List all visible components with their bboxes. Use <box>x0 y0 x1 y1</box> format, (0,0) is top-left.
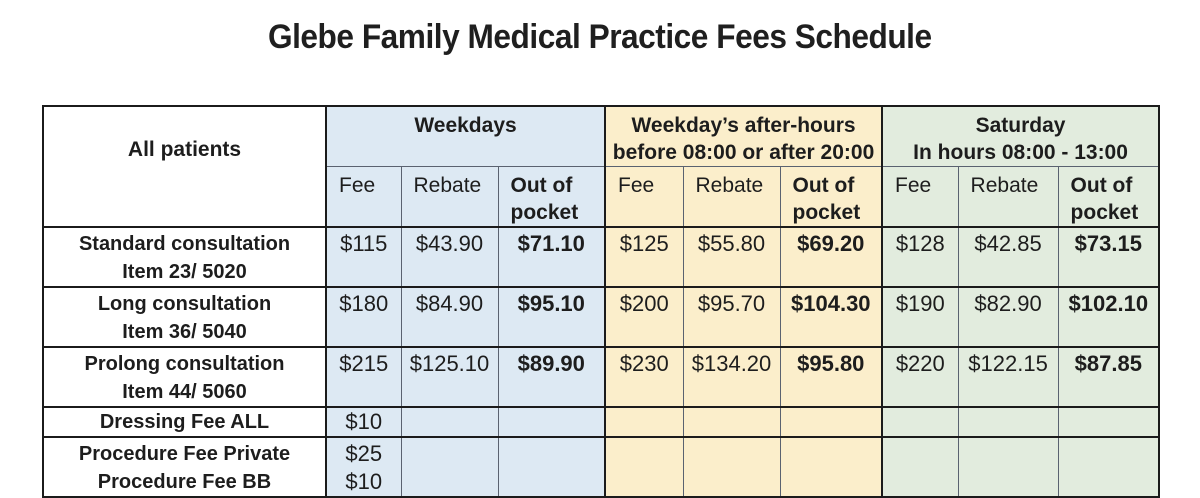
after-hours-oop-cell: $104.30 <box>779 286 883 348</box>
table-row-prolong-consultation: Prolong consultation Item 44/ 5060 $215 … <box>42 346 1160 408</box>
subheader-saturday-oop: Out of pocket <box>1057 166 1160 228</box>
after-hours-oop-cell: $69.20 <box>779 226 883 288</box>
weekdays-rebate-cell: $125.10 <box>400 346 499 408</box>
after-hours-fee-cell <box>604 406 684 438</box>
weekdays-fee-cell: $25 $10 <box>325 436 402 498</box>
saturday-rebate-cell <box>957 406 1059 438</box>
after-hours-fee-cell: $230 <box>604 346 684 408</box>
fee-line1: $25 <box>345 441 383 466</box>
row-label-line2: Item 36/ 5040 <box>122 321 247 343</box>
subheader-weekdays-fee: Fee <box>325 166 402 228</box>
row-label-line1: Long consultation <box>97 293 272 315</box>
group-after-hours-line1: Weekday’s after-hours <box>631 114 856 137</box>
weekdays-oop-cell <box>497 406 606 438</box>
weekdays-rebate-cell <box>400 436 499 498</box>
corner-header-label: All patients <box>127 137 242 161</box>
row-label-line1: Standard consultation <box>78 233 291 255</box>
group-weekdays-line1: Weekdays <box>414 114 517 137</box>
table-row-dressing-fee: Dressing Fee ALL $10 <box>42 406 1160 438</box>
subheader-saturday-fee: Fee <box>881 166 959 228</box>
weekdays-fee-cell: $10 <box>325 406 402 438</box>
weekdays-rebate-cell: $43.90 <box>400 226 499 288</box>
weekdays-fee-cell: $115 <box>325 226 402 288</box>
group-header-row: All patients Weekdays Weekday’s after-ho… <box>42 105 1160 228</box>
row-label-line2: Item 44/ 5060 <box>122 381 247 403</box>
saturday-oop-cell: $102.10 <box>1057 286 1160 348</box>
fees-table: All patients Weekdays Weekday’s after-ho… <box>42 105 1161 498</box>
table-row-procedure-fees: Procedure Fee Private Procedure Fee BB $… <box>42 436 1160 498</box>
row-label-line1: Procedure Fee Private <box>78 443 291 465</box>
weekdays-rebate-cell: $84.90 <box>400 286 499 348</box>
subheader-after-hours-fee: Fee <box>604 166 684 228</box>
row-label: Procedure Fee Private Procedure Fee BB <box>42 436 327 498</box>
saturday-fee-cell: $128 <box>881 226 959 288</box>
after-hours-rebate-cell <box>682 436 781 498</box>
group-header-saturday: Saturday In hours 08:00 - 13:00 <box>881 105 1160 167</box>
group-header-weekdays: Weekdays <box>324 105 606 167</box>
row-label: Dressing Fee ALL <box>42 406 327 438</box>
table-row-standard-consultation: Standard consultation Item 23/ 5020 $115… <box>42 226 1160 288</box>
subheader-weekdays-oop: Out of pocket <box>497 166 606 228</box>
page-title: Glebe Family Medical Practice Fees Sched… <box>268 18 932 56</box>
after-hours-rebate-cell: $55.80 <box>682 226 781 288</box>
row-label: Standard consultation Item 23/ 5020 <box>42 226 327 288</box>
subheader-after-hours-oop: Out of pocket <box>779 166 883 228</box>
subheader-weekdays-rebate: Rebate <box>400 166 499 228</box>
saturday-fee-cell <box>881 406 959 438</box>
saturday-rebate-cell: $122.15 <box>957 346 1059 408</box>
saturday-rebate-cell <box>957 436 1059 498</box>
page-title-row: Glebe Family Medical Practice Fees Sched… <box>0 18 1200 57</box>
row-label-line2: Procedure Fee BB <box>97 471 272 493</box>
saturday-oop-cell <box>1057 406 1160 438</box>
saturday-oop-cell: $73.15 <box>1057 226 1160 288</box>
after-hours-oop-cell <box>779 406 883 438</box>
table-row-long-consultation: Long consultation Item 36/ 5040 $180 $84… <box>42 286 1160 348</box>
weekdays-rebate-cell <box>400 406 499 438</box>
after-hours-fee-cell: $125 <box>604 226 684 288</box>
weekdays-oop-cell: $71.10 <box>497 226 606 288</box>
fee-line2: $10 <box>345 469 383 494</box>
after-hours-rebate-cell <box>682 406 781 438</box>
subheader-after-hours-rebate: Rebate <box>682 166 781 228</box>
weekdays-oop-cell: $89.90 <box>497 346 606 408</box>
saturday-fee-cell: $190 <box>881 286 959 348</box>
row-label-line2: Item 23/ 5020 <box>122 261 247 283</box>
row-label: Prolong consultation Item 44/ 5060 <box>42 346 327 408</box>
group-saturday-line2: In hours 08:00 - 13:00 <box>913 141 1128 164</box>
weekdays-oop-cell: $95.10 <box>497 286 606 348</box>
after-hours-oop-cell <box>779 436 883 498</box>
group-saturday-line1: Saturday <box>975 114 1066 137</box>
weekdays-oop-cell <box>497 436 606 498</box>
row-label-line1: Prolong consultation <box>84 353 285 375</box>
saturday-rebate-cell: $82.90 <box>957 286 1059 348</box>
row-label: Long consultation Item 36/ 5040 <box>42 286 327 348</box>
saturday-rebate-cell: $42.85 <box>957 226 1059 288</box>
after-hours-oop-cell: $95.80 <box>779 346 883 408</box>
after-hours-fee-cell <box>604 436 684 498</box>
subheader-saturday-rebate: Rebate <box>957 166 1059 228</box>
corner-header-cell: All patients <box>42 105 327 228</box>
group-after-hours-line2: before 08:00 or after 20:00 <box>612 141 875 164</box>
weekdays-fee-cell: $215 <box>325 346 402 408</box>
after-hours-fee-cell: $200 <box>604 286 684 348</box>
saturday-fee-cell <box>881 436 959 498</box>
after-hours-rebate-cell: $95.70 <box>682 286 781 348</box>
saturday-oop-cell: $87.85 <box>1057 346 1160 408</box>
weekdays-fee-cell: $180 <box>325 286 402 348</box>
group-header-after-hours: Weekday’s after-hours before 08:00 or af… <box>604 105 883 167</box>
saturday-oop-cell <box>1057 436 1160 498</box>
after-hours-rebate-cell: $134.20 <box>682 346 781 408</box>
saturday-fee-cell: $220 <box>881 346 959 408</box>
sub-header-row: Fee Rebate Out of pocket Fee Rebate Out … <box>43 166 1160 228</box>
